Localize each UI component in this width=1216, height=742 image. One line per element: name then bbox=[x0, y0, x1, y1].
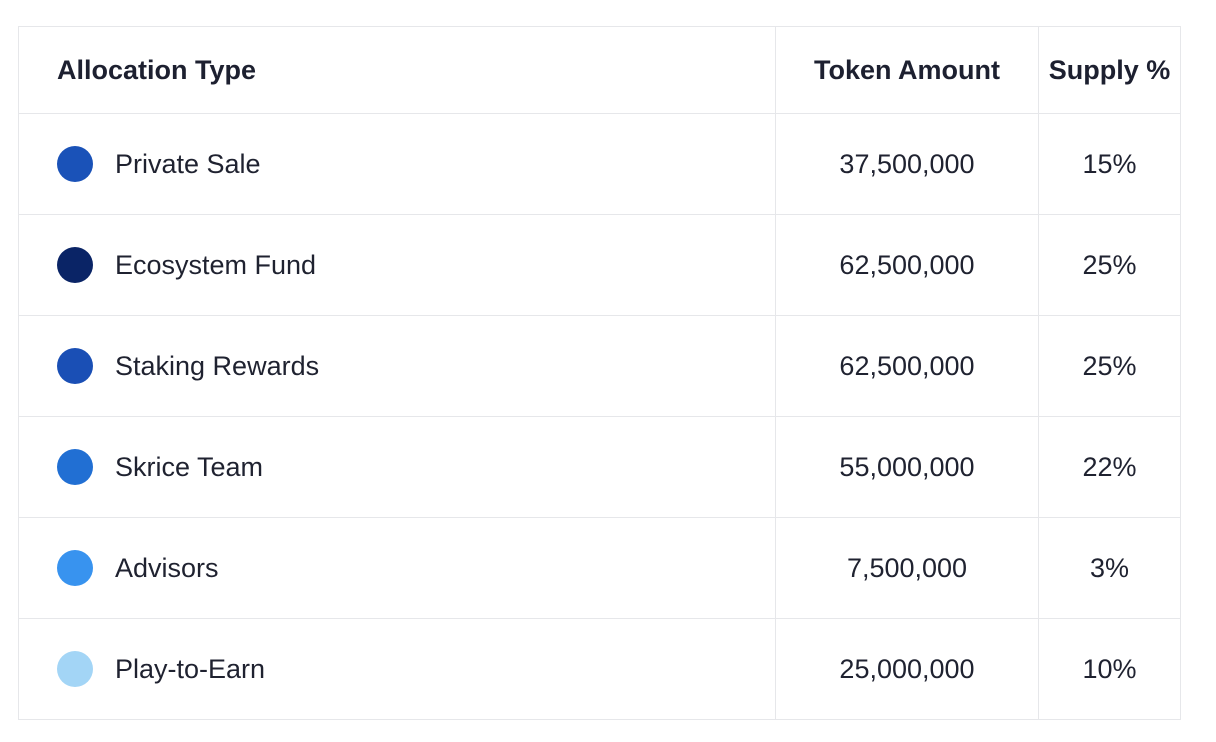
token-amount-cell: 62,500,000 bbox=[775, 315, 1039, 417]
color-dot-icon bbox=[57, 550, 93, 586]
allocation-type-label: Private Sale bbox=[115, 148, 261, 179]
table-row: Skrice Team 55,000,000 22% bbox=[18, 416, 1181, 518]
table-row: Private Sale 37,500,000 15% bbox=[18, 113, 1181, 215]
allocation-type-label: Play-to-Earn bbox=[115, 653, 266, 684]
color-dot-icon bbox=[57, 247, 93, 283]
allocation-type-cell: Ecosystem Fund bbox=[18, 214, 776, 316]
table-row: Ecosystem Fund 62,500,000 25% bbox=[18, 214, 1181, 316]
color-dot-icon bbox=[57, 146, 93, 182]
table-row: Staking Rewards 62,500,000 25% bbox=[18, 315, 1181, 417]
supply-cell: 25% bbox=[1038, 315, 1181, 417]
table-row: Play-to-Earn 25,000,000 10% bbox=[18, 618, 1181, 720]
allocation-type-cell: Private Sale bbox=[18, 113, 776, 215]
header-supply: Supply % bbox=[1038, 26, 1181, 114]
supply-cell: 22% bbox=[1038, 416, 1181, 518]
color-dot-icon bbox=[57, 449, 93, 485]
allocation-type-label: Advisors bbox=[115, 552, 219, 583]
header-allocation-type: Allocation Type bbox=[18, 26, 776, 114]
allocation-type-cell: Skrice Team bbox=[18, 416, 776, 518]
allocation-type-label: Staking Rewards bbox=[115, 350, 320, 381]
table-row: Advisors 7,500,000 3% bbox=[18, 517, 1181, 619]
allocation-type-cell: Staking Rewards bbox=[18, 315, 776, 417]
token-amount-cell: 37,500,000 bbox=[775, 113, 1039, 215]
color-dot-icon bbox=[57, 651, 93, 687]
allocation-type-label: Ecosystem Fund bbox=[115, 249, 317, 280]
supply-cell: 10% bbox=[1038, 618, 1181, 720]
token-amount-cell: 7,500,000 bbox=[775, 517, 1039, 619]
supply-cell: 15% bbox=[1038, 113, 1181, 215]
supply-cell: 3% bbox=[1038, 517, 1181, 619]
allocation-type-cell: Advisors bbox=[18, 517, 776, 619]
header-token-amount: Token Amount bbox=[775, 26, 1039, 114]
allocation-table: Allocation Type Token Amount Supply % Pr… bbox=[18, 26, 1181, 720]
allocation-type-cell: Play-to-Earn bbox=[18, 618, 776, 720]
header-row: Allocation Type Token Amount Supply % bbox=[18, 26, 1181, 114]
allocation-type-label: Skrice Team bbox=[115, 451, 264, 482]
token-amount-cell: 55,000,000 bbox=[775, 416, 1039, 518]
token-amount-cell: 25,000,000 bbox=[775, 618, 1039, 720]
color-dot-icon bbox=[57, 348, 93, 384]
supply-cell: 25% bbox=[1038, 214, 1181, 316]
token-amount-cell: 62,500,000 bbox=[775, 214, 1039, 316]
